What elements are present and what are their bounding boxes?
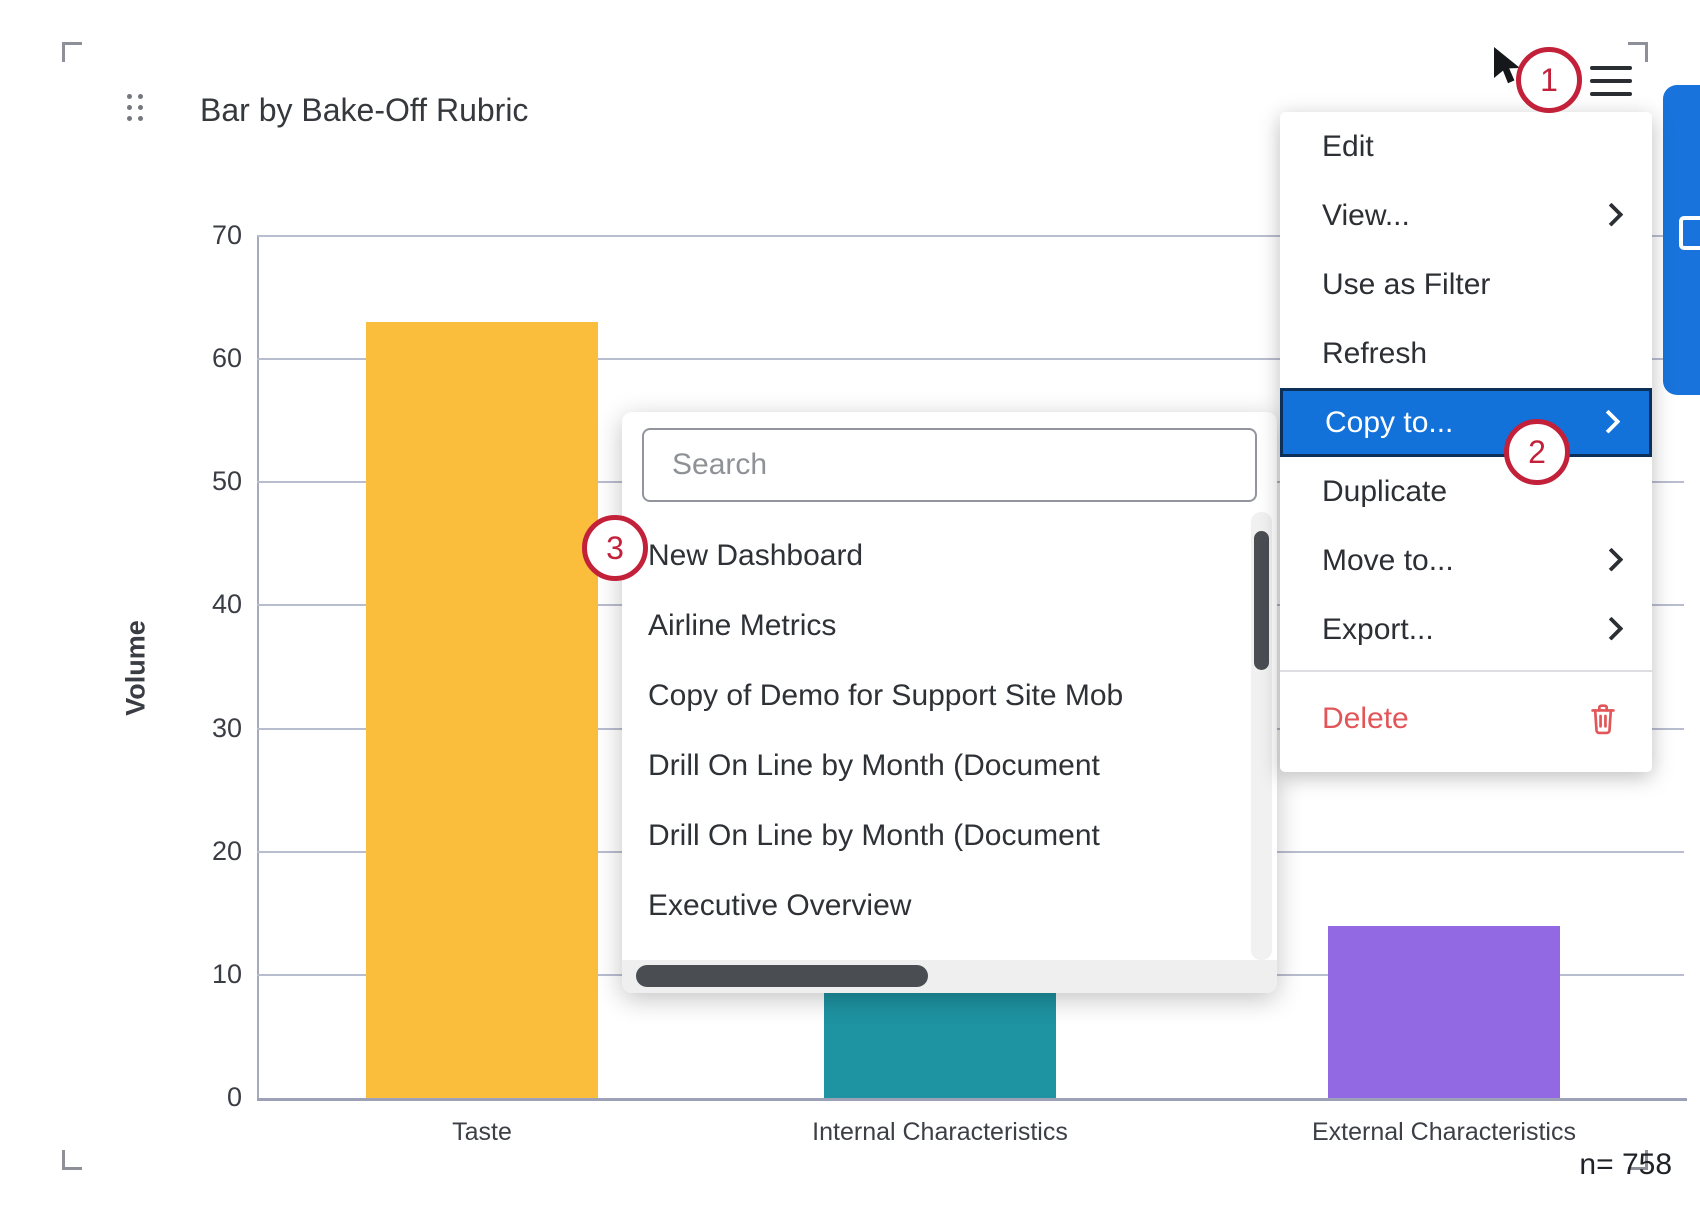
chevron-right-icon: [1599, 202, 1624, 227]
bar-taste[interactable]: [366, 322, 598, 1098]
widget-context-menu: Edit View... Use as Filter Refresh Copy …: [1280, 112, 1652, 772]
annotation-step-2: 2: [1504, 419, 1570, 485]
widget-options-menu-icon[interactable]: [1590, 64, 1632, 97]
selection-corner-top-right: [1628, 42, 1648, 62]
adjacent-widget-edge[interactable]: [1663, 85, 1700, 395]
trash-icon: [1591, 704, 1615, 735]
menu-item-duplicate[interactable]: Duplicate: [1322, 474, 1448, 508]
list-item-airline-metrics[interactable]: Airline Metrics: [648, 609, 837, 642]
chevron-right-icon: [1596, 409, 1621, 434]
dashboard-list: New Dashboard Airline Metrics Copy of De…: [622, 521, 1250, 941]
list-item-new-dashboard[interactable]: New Dashboard: [648, 539, 864, 572]
vertical-scrollbar-thumb[interactable]: [1254, 531, 1269, 670]
copy-to-submenu: New Dashboard Airline Metrics Copy of De…: [622, 412, 1277, 993]
gridline-70: [257, 235, 1684, 237]
annotation-step-3: 3: [582, 515, 648, 581]
menu-item-copy-to[interactable]: Copy to...: [1280, 388, 1652, 457]
widget-title: Bar by Bake-Off Rubric: [200, 92, 529, 128]
list-item-drill-on-line-2[interactable]: Drill On Line by Month (Document: [648, 819, 1100, 852]
x-label-external-characteristics: External Characteristics: [1312, 1118, 1576, 1146]
y-tick-0: 0: [226, 1082, 242, 1112]
selection-corner-bottom-right: [1628, 1150, 1648, 1170]
drag-handle-icon[interactable]: [127, 94, 143, 121]
menu-item-use-as-filter[interactable]: Use as Filter: [1322, 267, 1491, 301]
list-item-copy-of-demo[interactable]: Copy of Demo for Support Site Mob: [648, 679, 1124, 712]
bar-external-characteristics[interactable]: [1328, 925, 1560, 1098]
sample-size-label: n= 758: [1579, 1148, 1672, 1181]
y-tick-50: 50: [211, 466, 242, 497]
x-label-internal-characteristics: Internal Characteristics: [812, 1118, 1068, 1146]
list-item-executive-overview[interactable]: Executive Overview: [648, 889, 912, 922]
menu-item-move-to[interactable]: Move to...: [1280, 526, 1652, 595]
y-tick-60: 60: [211, 343, 242, 374]
selection-corner-bottom-left: [62, 1150, 82, 1170]
annotation-step-1: 1: [1516, 47, 1582, 113]
chevron-right-icon: [1599, 547, 1624, 572]
widget-outline-icon: [1679, 216, 1700, 250]
x-axis-line: [257, 1098, 1687, 1101]
menu-item-edit[interactable]: Edit: [1322, 129, 1374, 163]
menu-item-refresh[interactable]: Refresh: [1322, 336, 1428, 370]
y-tick-30: 30: [211, 712, 242, 743]
search-input[interactable]: [642, 428, 1257, 502]
y-axis-line: [257, 236, 259, 1100]
y-axis-title: Volume: [120, 620, 151, 716]
y-tick-20: 20: [211, 835, 242, 866]
menu-item-delete[interactable]: Delete: [1280, 670, 1652, 766]
y-tick-40: 40: [211, 589, 242, 620]
y-tick-10: 10: [211, 958, 242, 989]
list-item-drill-on-line-1[interactable]: Drill On Line by Month (Document: [648, 749, 1100, 782]
menu-item-export[interactable]: Export...: [1280, 595, 1652, 664]
chevron-right-icon: [1599, 616, 1624, 641]
y-tick-70: 70: [211, 220, 242, 250]
mouse-cursor-icon: [1494, 47, 1520, 84]
selection-corner-top-left: [62, 42, 82, 62]
x-label-taste: Taste: [452, 1118, 512, 1146]
horizontal-scrollbar-thumb[interactable]: [636, 965, 928, 987]
gridline-60: [257, 358, 1684, 361]
menu-item-view[interactable]: View...: [1280, 181, 1652, 250]
